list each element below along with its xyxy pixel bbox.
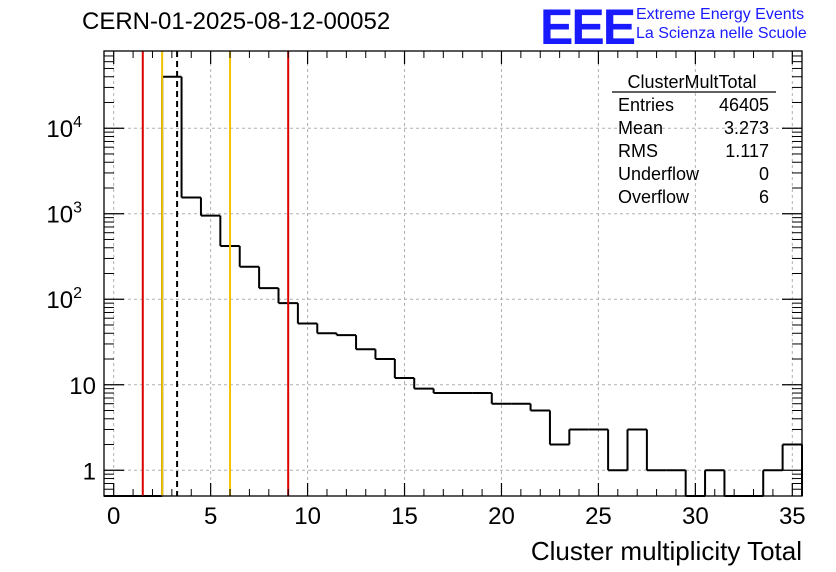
stats-label: Underflow	[618, 164, 700, 184]
stats-box: ClusterMultTotal Entries 46405 Mean 3.273 RM…	[612, 72, 776, 207]
stats-value: 1.117	[725, 141, 769, 161]
x-tick-label: 30	[682, 503, 709, 530]
plot-frame	[103, 50, 803, 497]
x-tick-label: 10	[294, 503, 321, 530]
stats-value: 46405	[719, 95, 769, 115]
x-tick-label: 25	[585, 503, 612, 530]
y-tick-label: 1	[83, 458, 96, 485]
page-title: CERN-01-2025-08-12-00052	[82, 8, 391, 35]
stats-title: ClusterMultTotal	[627, 72, 756, 92]
y-tick-label: 10	[69, 373, 96, 400]
tick-layer	[104, 50, 802, 497]
marker-lines-layer	[141, 51, 290, 496]
stats-value: 3.273	[724, 118, 769, 138]
y-tick-label: 104	[46, 114, 82, 143]
logo-line-2: La Scienza nelle Scuole	[636, 25, 807, 42]
eee-logo: EEE	[540, 0, 636, 55]
x-tick-label: 20	[488, 503, 515, 530]
stats-rows: Entries 46405 Mean 3.273 RMS 1.117 Underflow 0 O…	[618, 95, 769, 207]
y-tick-label: 102	[46, 285, 82, 314]
stats-value: 6	[759, 187, 769, 207]
y-tick-label: 103	[46, 200, 82, 229]
grid-layer	[104, 51, 802, 496]
x-tick-label: 35	[779, 503, 806, 530]
axis-labels-layer: 0 5 10 15 20 25 30 35 1 10 102 103 104	[46, 114, 805, 530]
stats-label: Mean	[618, 118, 663, 138]
stats-value: 0	[759, 164, 769, 184]
x-tick-label: 5	[204, 503, 217, 530]
stats-label: Overflow	[618, 187, 690, 207]
stats-label: RMS	[618, 141, 658, 161]
x-axis-label: Cluster multiplicity Total	[531, 536, 802, 566]
x-tick-label: 0	[107, 503, 120, 530]
stats-label: Entries	[618, 95, 674, 115]
histogram-layer	[104, 75, 803, 497]
x-tick-label: 15	[391, 503, 418, 530]
logo-line-1: Extreme Energy Events	[636, 6, 805, 23]
